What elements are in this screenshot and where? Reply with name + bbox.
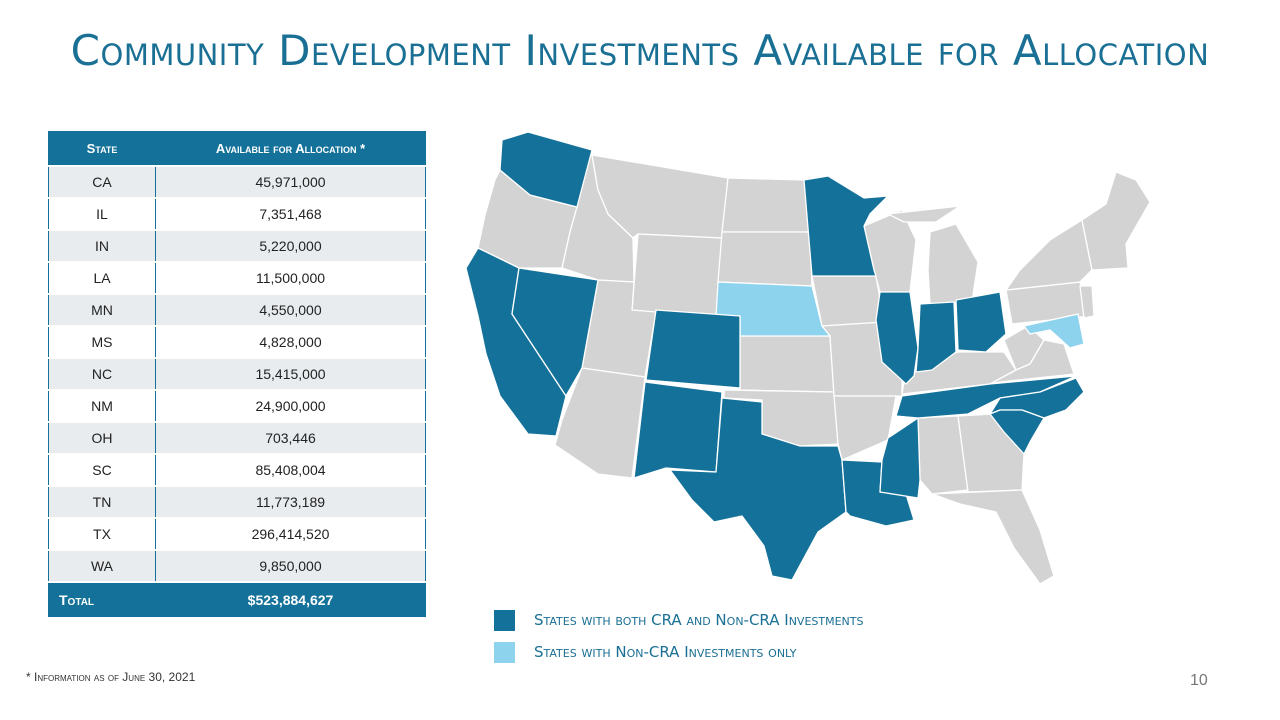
state-IL — [875, 291, 919, 385]
table-row: OH 703,446 — [48, 421, 426, 455]
legend-swatch-non-cra — [494, 642, 515, 663]
state-FL — [931, 489, 1055, 585]
state-cell: MN — [48, 293, 156, 327]
state-cell: TX — [48, 517, 156, 551]
state-IA — [811, 275, 885, 327]
state-KS — [739, 335, 835, 393]
table-row: IN 5,220,000 — [48, 229, 426, 263]
state-cell: OH — [48, 421, 156, 455]
amount-cell: 24,900,000 — [155, 389, 426, 423]
table-row: SC 85,408,004 — [48, 453, 426, 487]
state-AR — [833, 395, 897, 461]
state-cell: SC — [48, 453, 156, 487]
page-title: Community Development Investments Availa… — [70, 26, 1210, 75]
state-NV — [511, 267, 599, 397]
table-row: NC 15,415,000 — [48, 357, 426, 391]
header-state: State — [48, 131, 156, 167]
amount-cell: 11,773,189 — [155, 485, 426, 519]
table-row: TX 296,414,520 — [48, 517, 426, 551]
table-row: MN 4,550,000 — [48, 293, 426, 327]
state-cell: WA — [48, 549, 156, 583]
legend-label-non-cra: States with Non-CRA Investments only — [534, 643, 797, 661]
state-cell: NC — [48, 357, 156, 391]
amount-cell: 5,220,000 — [155, 229, 426, 263]
amount-cell: 85,408,004 — [155, 453, 426, 487]
amount-cell: 11,500,000 — [155, 261, 426, 295]
state-AZ — [554, 367, 646, 479]
table-row: LA 11,500,000 — [48, 261, 426, 295]
state-cell: TN — [48, 485, 156, 519]
table-row: CA 45,971,000 — [48, 165, 426, 199]
total-row: Total $523,884,627 — [48, 581, 426, 617]
state-cell: CA — [48, 165, 156, 199]
state-ND — [721, 177, 811, 233]
state-VA — [989, 339, 1075, 385]
amount-cell: 45,971,000 — [155, 165, 426, 199]
footnote: * Information as of June 30, 2021 — [26, 670, 196, 684]
state-MI-UP — [887, 205, 961, 223]
table-body: CA 45,971,000 IL 7,351,468 IN 5,220,000 LA 11,5… — [48, 165, 426, 617]
state-cell: MS — [48, 325, 156, 359]
table-row: NM 24,900,000 — [48, 389, 426, 423]
state-WY — [631, 233, 723, 319]
state-TX — [669, 397, 847, 581]
amount-cell: 7,351,468 — [155, 197, 426, 231]
table-header-row: State Available for Allocation * — [48, 131, 426, 167]
us-map — [465, 131, 1151, 585]
total-label: Total — [48, 581, 156, 617]
state-IN — [915, 301, 957, 373]
state-cell: IL — [48, 197, 156, 231]
state-MD — [1023, 313, 1085, 349]
table-row: WA 9,850,000 — [48, 549, 426, 583]
allocation-table: State Available for Allocation * CA 45,97… — [48, 131, 426, 617]
amount-cell: 296,414,520 — [155, 517, 426, 551]
amount-cell: 703,446 — [155, 421, 426, 455]
state-OH — [955, 291, 1007, 353]
state-NY — [1005, 219, 1093, 291]
table-row: TN 11,773,189 — [48, 485, 426, 519]
state-NE-states — [1081, 171, 1151, 271]
state-SC — [989, 409, 1045, 455]
state-MI — [927, 223, 979, 305]
amount-cell: 4,828,000 — [155, 325, 426, 359]
page-number: 10 — [1190, 672, 1208, 689]
state-cell: IN — [48, 229, 156, 263]
legend-swatch-both — [494, 610, 515, 631]
state-NM — [633, 381, 723, 479]
state-MN — [803, 175, 889, 277]
state-CO — [645, 309, 741, 389]
amount-cell: 15,415,000 — [155, 357, 426, 391]
legend-label-both: States with both CRA and Non-CRA Investm… — [534, 611, 864, 629]
header-amount: Available for Allocation * — [155, 131, 426, 167]
state-cell: NM — [48, 389, 156, 423]
state-NJ — [1079, 285, 1095, 319]
state-cell: LA — [48, 261, 156, 295]
amount-cell: 4,550,000 — [155, 293, 426, 327]
state-WA — [499, 131, 593, 208]
total-amount: $523,884,627 — [155, 581, 426, 617]
table-row: MS 4,828,000 — [48, 325, 426, 359]
table-row: IL 7,351,468 — [48, 197, 426, 231]
state-SD — [717, 231, 813, 287]
amount-cell: 9,850,000 — [155, 549, 426, 583]
